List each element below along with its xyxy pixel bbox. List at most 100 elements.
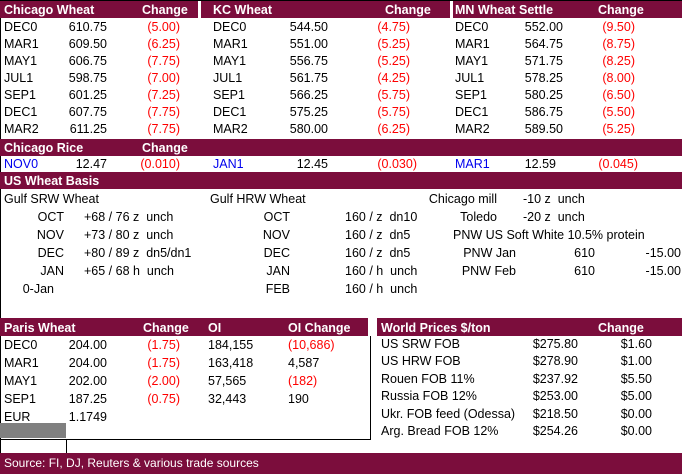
change-cell: (5.50) <box>602 105 635 119</box>
month-cell: DEC0 <box>4 338 38 352</box>
market-label: Toledo <box>460 210 497 224</box>
oi-cell: 184,155 <box>208 338 254 352</box>
chicago-change-header: Change <box>142 3 188 17</box>
price-cell: 187.25 <box>68 392 107 406</box>
market-label: US HRW FOB <box>381 354 461 369</box>
price-cell: $278.90 <box>532 354 578 369</box>
pnw-price: 610 <box>574 246 595 260</box>
table-row: MAY1 606.75 (7.75) MAY1 556.75 (5.25) MAY1 57… <box>0 53 682 70</box>
change-cell: (8.00) <box>602 71 635 85</box>
change-cell: (7.00) <box>147 71 180 85</box>
price-cell: 609.50 <box>68 37 107 51</box>
month-cell: MAR1 <box>213 37 248 51</box>
month-cell: JAN <box>40 264 64 278</box>
change-cell: (4.75) <box>377 20 410 34</box>
price-cell: 610.75 <box>68 20 107 34</box>
price-cell: 544.50 <box>289 20 328 34</box>
basis-value: +68 / 76 z unch <box>84 210 174 224</box>
price-cell: 580.00 <box>289 122 328 136</box>
basis-value: -10 z unch <box>523 192 585 206</box>
market-label: Russia FOB 12% <box>381 389 477 404</box>
basis-value: +73 / 80 z unch <box>84 228 174 242</box>
price-cell: 204.00 <box>68 356 107 370</box>
rice-row: NOV0 12.47 (0.010) JAN1 12.45 (0.030) MA… <box>0 156 682 172</box>
price-cell: 12.47 <box>75 157 107 171</box>
month-cell: NOV0 <box>4 157 39 171</box>
paris-oi-change-header: OI Change <box>288 321 351 335</box>
month-cell: JAN1 <box>213 157 244 171</box>
world-prices-table: US SRW FOB $275.80 $1.60 US HRW FOB $278… <box>0 336 682 440</box>
price-cell: $254.26 <box>532 423 578 438</box>
basis-value: +80 / 89 z dn5/dn1 <box>84 246 192 260</box>
kc-change-header: Change <box>385 3 431 17</box>
price-cell: $253.00 <box>532 389 578 404</box>
month-cell: SEP1 <box>4 88 36 102</box>
change-cell: (5.25) <box>377 37 410 51</box>
table-row: DEC0 610.75 (5.00) DEC0 544.50 (4.75) DEC0 55… <box>0 19 682 36</box>
table-row: MAR1 204.00 (1.75) 163,418 4,587 <box>0 354 682 372</box>
paris-wheat-table: DEC0 204.00 (1.75) 184,155 (10,686) MAR1… <box>0 336 682 426</box>
change-cell: (0.75) <box>147 392 180 406</box>
oi-cell: 32,443 <box>208 392 247 406</box>
price-cell: 598.75 <box>68 71 107 85</box>
settle-cell: 580.25 <box>524 88 563 102</box>
change-cell: (5.75) <box>377 105 410 119</box>
paris-wheat-title: Paris Wheat <box>4 321 76 335</box>
month-cell: DEC1 <box>213 105 247 119</box>
price-cell: 575.25 <box>289 105 328 119</box>
oi-cell: 57,565 <box>208 374 247 388</box>
basis-value: 160 / z dn10 <box>345 210 418 224</box>
month-cell: OCT <box>37 210 64 224</box>
month-cell: DEC0 <box>4 20 38 34</box>
month-cell: DEC1 <box>4 105 38 119</box>
month-cell: DEC0 <box>213 20 247 34</box>
month-cell: MAY1 <box>455 54 489 68</box>
change-cell: (7.25) <box>147 88 180 102</box>
pnw-month-label: PNW Feb <box>461 264 516 278</box>
change-cell: (0.010) <box>140 157 180 171</box>
gray-fill-cell <box>0 423 66 438</box>
month-cell: FEB <box>265 282 290 296</box>
change-cell: (7.75) <box>147 54 180 68</box>
change-cell: $5.00 <box>620 389 652 404</box>
chicago-wheat-title: Chicago Wheat <box>4 3 95 17</box>
price-cell: 202.00 <box>68 374 107 388</box>
price-cell: 556.75 <box>289 54 328 68</box>
month-cell: OCT <box>263 210 290 224</box>
price-cell: 566.25 <box>289 88 328 102</box>
change-cell: (4.25) <box>377 71 410 85</box>
change-cell: $5.50 <box>620 371 652 386</box>
gulf-hrw-label: Gulf HRW Wheat <box>210 192 306 206</box>
change-cell: (6.25) <box>377 122 410 136</box>
settle-cell: 564.75 <box>524 37 563 51</box>
month-cell: JUL1 <box>213 71 243 85</box>
table-row: SEP1 601.25 (7.25) SEP1 566.25 (5.75) SEP1 58… <box>0 87 682 104</box>
change-cell: (1.75) <box>147 338 180 352</box>
market-label: Ukr. FOB feed (Odessa) <box>381 406 516 421</box>
price-cell: 12.45 <box>296 157 328 171</box>
source-band: Source: FI, DJ, Reuters & various trade … <box>0 453 682 474</box>
month-cell: SEP1 <box>213 88 245 102</box>
paris-table-bottom-border <box>0 439 371 440</box>
month-cell: MAR1 <box>4 37 39 51</box>
oi-change-cell: 190 <box>288 392 309 406</box>
settle-cell: 589.50 <box>524 122 563 136</box>
price-cell: $237.92 <box>532 371 578 386</box>
change-cell: (6.50) <box>602 88 635 102</box>
table-row: US HRW FOB $278.90 $1.00 <box>0 353 682 370</box>
table-row: DEC1 607.75 (7.75) DEC1 575.25 (5.75) DEC1 58… <box>0 104 682 121</box>
change-cell: (8.75) <box>602 37 635 51</box>
left-border <box>0 0 1 453</box>
price-cell: 204.00 <box>68 338 107 352</box>
table-row: EUR 1.1749 <box>0 408 682 426</box>
table-row: MAY1 202.00 (2.00) 57,565 (182) <box>0 372 682 390</box>
basis-value: -20 z unch <box>523 210 585 224</box>
change-cell: $0.00 <box>620 423 652 438</box>
change-cell: $1.00 <box>620 354 652 369</box>
basis-value: +65 / 68 h unch <box>84 264 175 278</box>
table-row: JAN +65 / 68 h unch JAN 160 / h unch PNW… <box>0 262 682 280</box>
kc-wheat-header-band <box>201 1 450 18</box>
table-row: MAR1 609.50 (6.25) MAR1 551.00 (5.25) MAR1 56… <box>0 36 682 53</box>
table-row: Arg. Bread FOB 12% $254.26 $0.00 <box>0 423 682 440</box>
